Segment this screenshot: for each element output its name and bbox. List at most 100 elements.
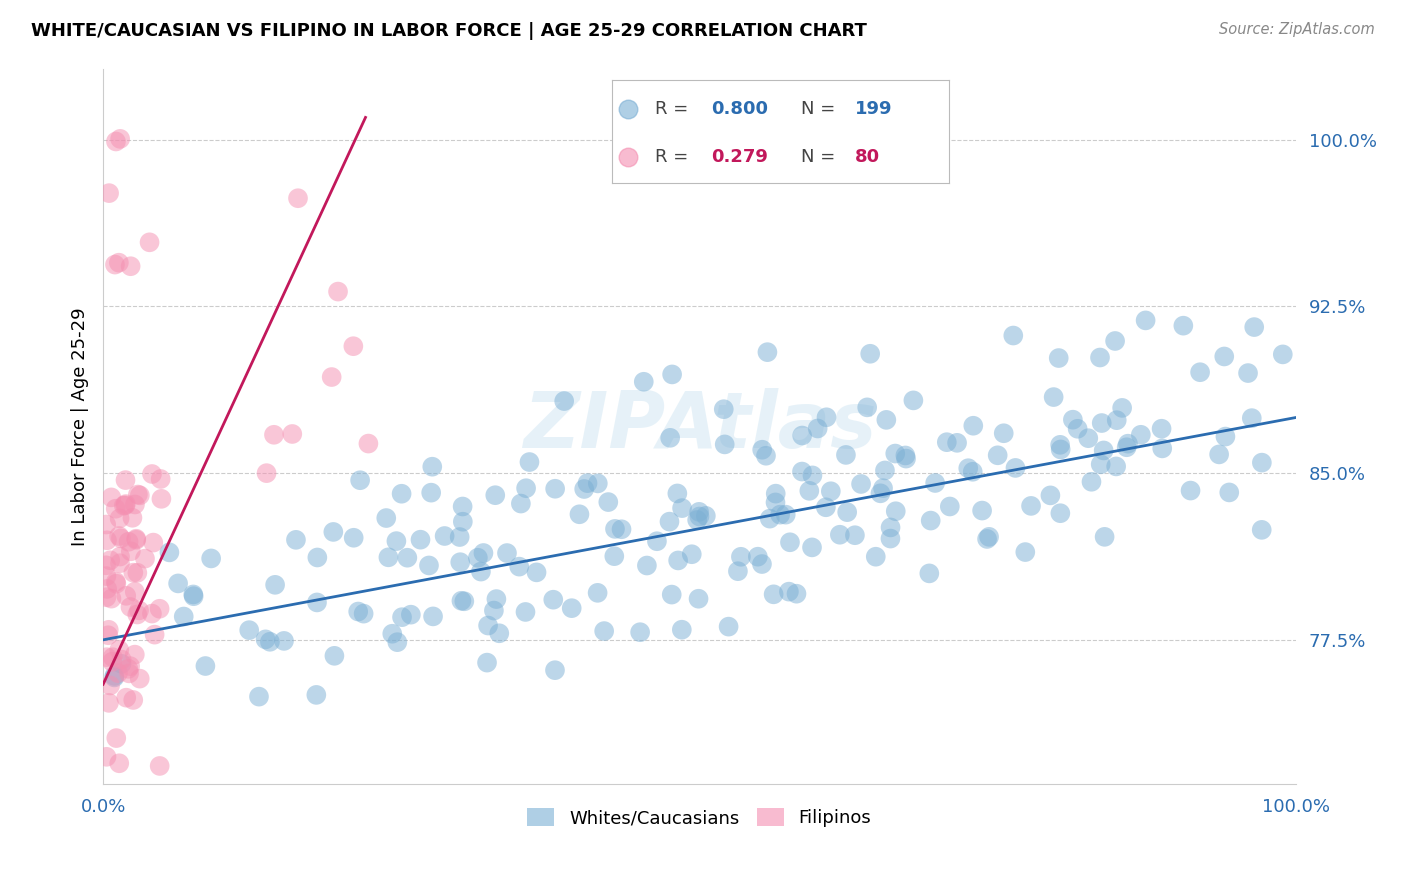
Point (1049, 438, 1071, 452)
Point (918, 566, 941, 581)
Point (1004, 461, 1026, 475)
Point (799, 483, 821, 498)
Point (1215, 429, 1237, 443)
Point (104, 501, 127, 516)
Point (515, 605, 537, 619)
Point (353, 607, 375, 621)
Point (758, 511, 780, 525)
Point (475, 656, 498, 670)
Point (259, 634, 281, 648)
Point (94, 558, 117, 573)
Point (96, 569, 118, 583)
Point (1271, 347, 1294, 361)
Point (183, 589, 205, 603)
Point (118, 666, 141, 681)
Point (509, 497, 531, 511)
Point (661, 588, 683, 602)
Point (987, 448, 1010, 462)
Point (1062, 412, 1084, 426)
Point (108, 756, 131, 771)
Y-axis label: In Labor Force | Age 25-29: In Labor Force | Age 25-29 (72, 307, 89, 546)
Point (1250, 523, 1272, 537)
Point (134, 551, 156, 566)
Point (785, 587, 807, 601)
Point (100, 491, 122, 505)
Point (686, 513, 709, 527)
Point (96, 517, 118, 532)
Point (765, 495, 787, 509)
Point (508, 559, 530, 574)
Point (755, 449, 778, 463)
Text: R =: R = (655, 148, 689, 166)
Point (108, 556, 131, 570)
Text: Source: ZipAtlas.com: Source: ZipAtlas.com (1219, 22, 1375, 37)
Point (433, 529, 456, 543)
Point (844, 528, 866, 542)
Point (519, 455, 541, 469)
Point (1189, 365, 1212, 379)
Point (1077, 431, 1099, 445)
Point (377, 550, 399, 565)
Point (976, 532, 998, 546)
Point (453, 594, 475, 608)
Point (496, 546, 519, 560)
Point (375, 511, 398, 525)
Point (598, 495, 620, 509)
Point (1243, 320, 1265, 334)
Point (98, 678, 121, 692)
Text: 80: 80 (855, 148, 880, 166)
Point (727, 564, 749, 578)
Point (114, 497, 136, 511)
Point (110, 652, 132, 666)
Text: 0.279: 0.279 (711, 148, 768, 166)
Point (287, 191, 309, 205)
Point (484, 488, 506, 502)
Point (1250, 456, 1272, 470)
Point (451, 515, 474, 529)
Point (962, 465, 984, 479)
Point (717, 619, 740, 633)
Point (115, 589, 138, 603)
Point (396, 550, 419, 565)
Point (1105, 413, 1128, 427)
Point (97, 623, 120, 637)
Point (104, 258, 127, 272)
Point (305, 688, 328, 702)
Point (610, 522, 633, 536)
Point (894, 451, 917, 466)
Point (1135, 313, 1157, 327)
Point (194, 659, 217, 673)
Point (381, 626, 404, 640)
Point (807, 421, 830, 435)
Point (681, 547, 703, 561)
Point (281, 427, 304, 442)
Point (104, 574, 127, 589)
Point (108, 132, 131, 146)
Point (872, 481, 894, 495)
Point (173, 609, 195, 624)
Point (247, 690, 270, 704)
Point (1080, 475, 1102, 489)
Point (200, 551, 222, 566)
Point (449, 530, 471, 544)
Point (603, 522, 626, 536)
Point (149, 472, 172, 486)
Point (1039, 488, 1062, 502)
Point (105, 576, 128, 591)
Point (105, 731, 128, 745)
Point (238, 623, 260, 637)
Point (688, 509, 710, 524)
Point (488, 626, 510, 640)
Point (869, 486, 891, 500)
Point (385, 534, 408, 549)
Point (256, 466, 278, 480)
Point (482, 603, 505, 617)
Point (1094, 530, 1116, 544)
Point (181, 587, 204, 601)
Point (1180, 483, 1202, 498)
Point (962, 418, 984, 433)
Point (120, 600, 142, 615)
Point (347, 605, 370, 619)
Point (593, 624, 616, 638)
Point (747, 549, 769, 564)
